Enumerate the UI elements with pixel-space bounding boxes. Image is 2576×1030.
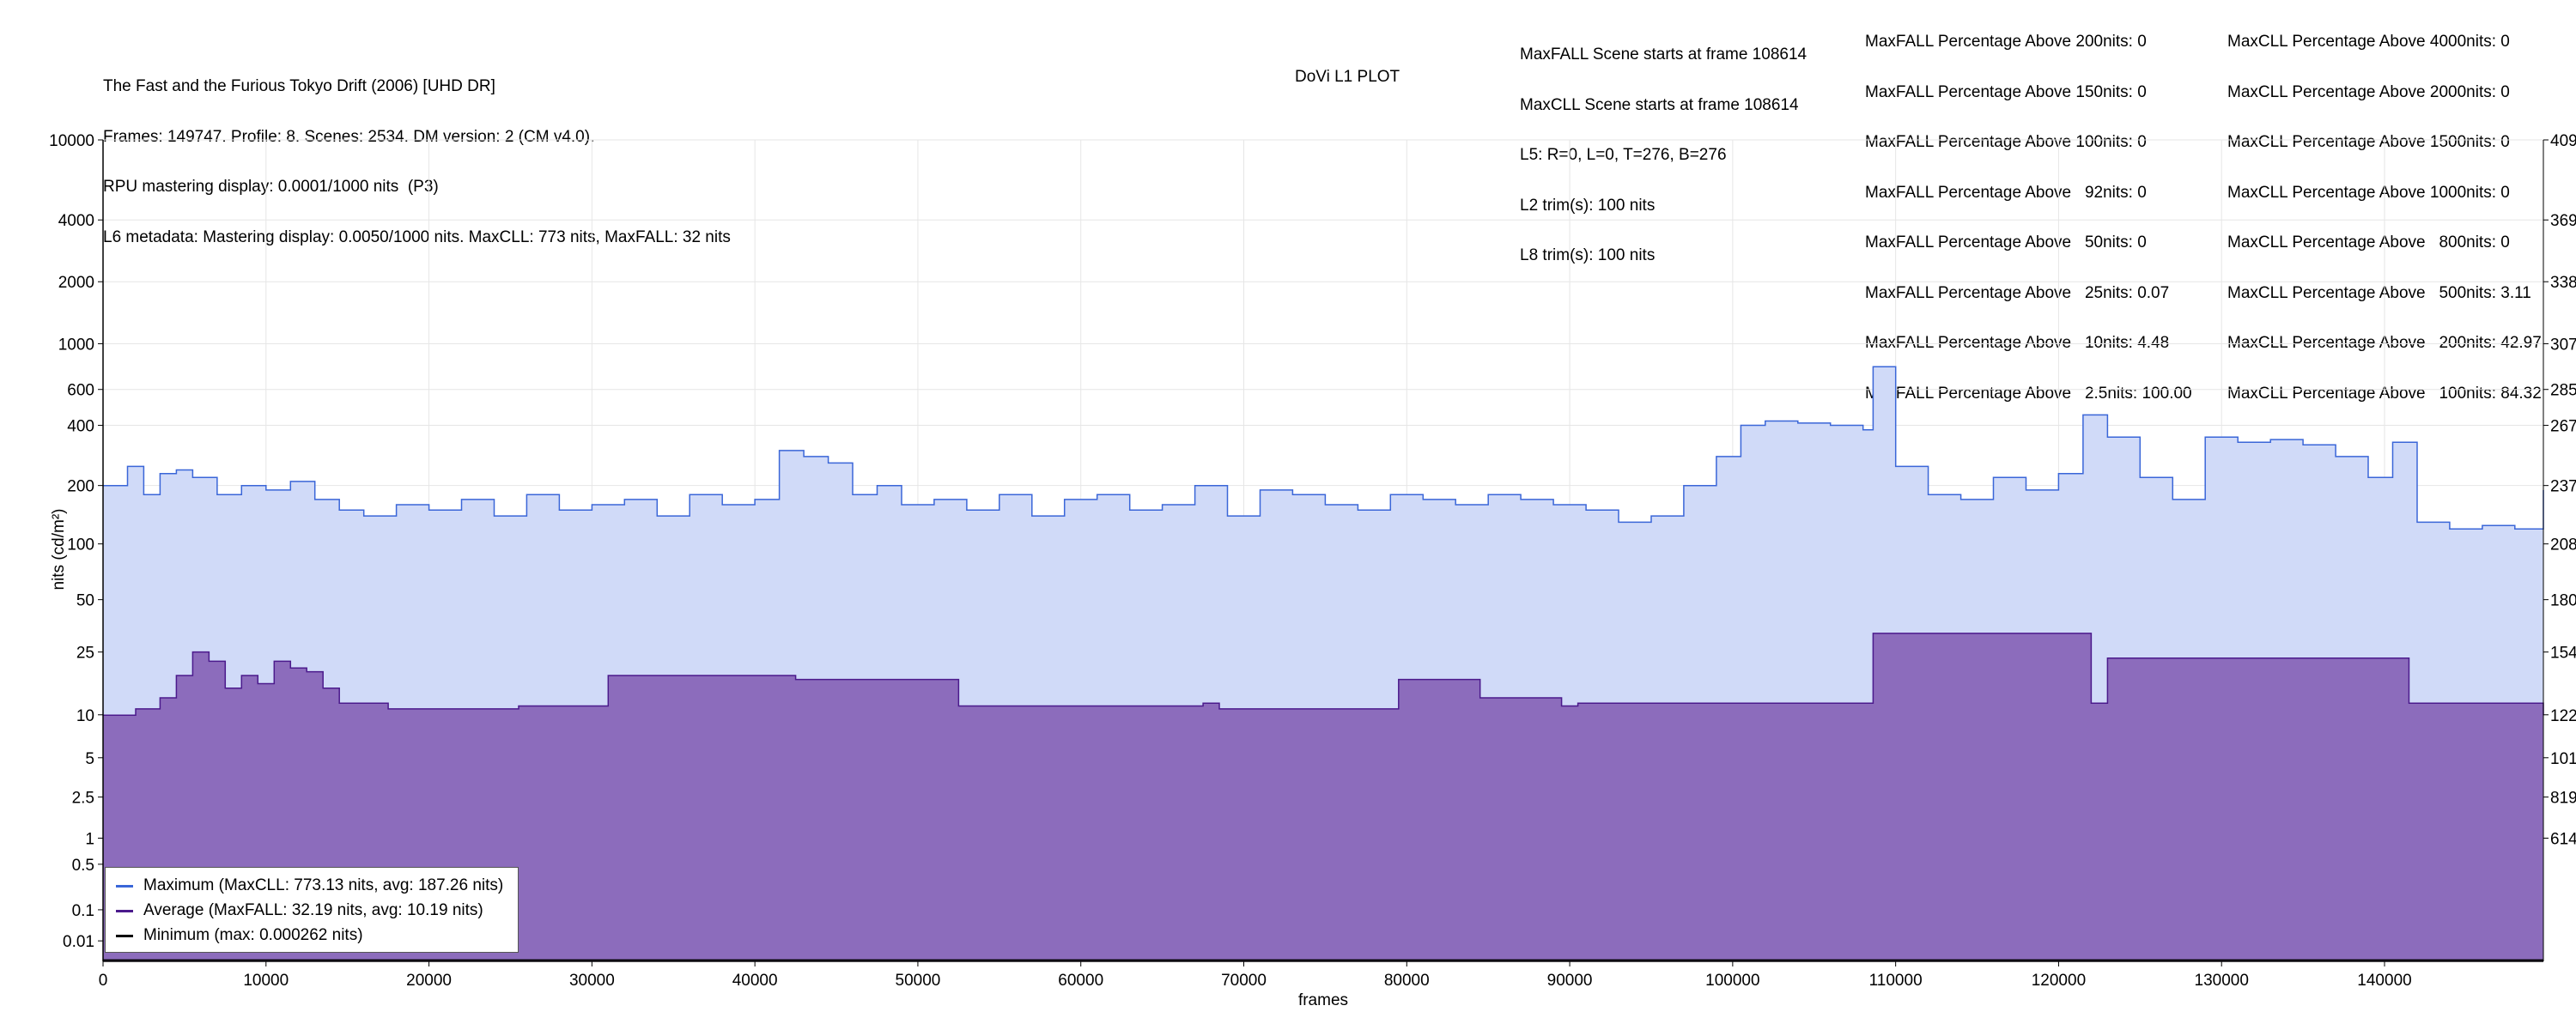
y-tick-label: 400: [67, 418, 94, 436]
header-info: The Fast and the Furious Tokyo Drift (20…: [103, 45, 731, 263]
maxfall-pct-line: MaxFALL Percentage Above 150nits: 0: [1865, 82, 2147, 101]
right-tick-label: 3388: [2550, 274, 2576, 292]
x-axis-ticks: 0 10000 20000 30000 40000 50000 60000 70000 8000…: [99, 961, 2412, 990]
legend-swatch: [116, 884, 133, 888]
y-tick-label: 0.1: [72, 902, 94, 920]
scene-info-line: L8 trim(s): 100 nits: [1520, 246, 1656, 264]
right-tick-label: 3079: [2550, 336, 2576, 354]
y-axis-label: nits (cd/m²): [50, 509, 68, 591]
x-tick-label: 0: [99, 972, 108, 990]
maxcll-pct-line: MaxCLL Percentage Above 200nits: 42.97: [2227, 334, 2542, 352]
legend-swatch: [116, 934, 133, 937]
y-tick-label: 600: [67, 382, 94, 400]
scene-info-line: L2 trim(s): 100 nits: [1520, 196, 1656, 215]
x-tick-label: 30000: [569, 972, 615, 990]
x-tick-label: 50000: [896, 972, 941, 990]
right-tick-label: 819: [2550, 790, 2576, 808]
y-tick-label: 4000: [58, 212, 94, 230]
maxfall-pct-line: MaxFALL Percentage Above 200nits: 0: [1865, 33, 2147, 51]
y-tick-label: 2.5: [72, 790, 94, 808]
series-average-area: [103, 633, 2543, 961]
x-tick-label: 40000: [732, 972, 778, 990]
maxfall-percentages: MaxFALL Percentage Above 200nits: 0 MaxF…: [1865, 0, 2192, 419]
legend-item-average: Average (MaxFALL: 32.19 nits, avg: 10.19…: [116, 900, 483, 922]
legend-label: Average (MaxFALL: 32.19 nits, avg: 10.19…: [143, 901, 483, 919]
x-tick-label: 80000: [1384, 972, 1430, 990]
y-tick-label: 200: [67, 478, 94, 496]
maxcll-pct-line: MaxCLL Percentage Above 4000nits: 0: [2227, 33, 2510, 51]
right-tick-label: 4095: [2550, 132, 2576, 150]
maxcll-pct-line: MaxCLL Percentage Above 1000nits: 0: [2227, 183, 2510, 202]
right-tick-label: 1015: [2550, 750, 2576, 768]
y-tick-label: 1: [85, 831, 94, 849]
maxfall-pct-line: MaxFALL Percentage Above 25nits: 0.07: [1865, 283, 2170, 302]
y-tick-label: 50: [76, 592, 94, 610]
legend-label: Maximum (MaxCLL: 773.13 nits, avg: 187.2…: [143, 876, 504, 894]
maxfall-pct-line: MaxFALL Percentage Above 92nits: 0: [1865, 183, 2147, 202]
maxcll-pct-line: MaxCLL Percentage Above 1500nits: 0: [2227, 133, 2510, 151]
x-tick-label: 70000: [1221, 972, 1267, 990]
maxcll-pct-line: MaxCLL Percentage Above 2000nits: 0: [2227, 82, 2510, 101]
maxcll-pct-line: MaxCLL Percentage Above 800nits: 0: [2227, 233, 2510, 251]
plot-title: DoVi L1 PLOT: [1295, 68, 1400, 86]
y-tick-label: 0.5: [72, 857, 94, 875]
x-tick-label: 140000: [2357, 972, 2411, 990]
y-tick-label: 25: [76, 645, 94, 663]
legend-item-minimum: Minimum (max: 0.000262 nits): [116, 924, 363, 947]
series-average-line: [103, 633, 2544, 716]
header-frames-line: Frames: 149747. Profile: 8. Scenes: 2534…: [103, 127, 595, 146]
x-tick-label: 60000: [1058, 972, 1103, 990]
x-tick-label: 120000: [2032, 972, 2086, 990]
header-title-line: The Fast and the Furious Tokyo Drift (20…: [103, 77, 495, 95]
y-tick-label: 2000: [58, 274, 94, 292]
x-tick-label: 10000: [243, 972, 289, 990]
y-axis-ticks: 10000 4000 2000 1000 600 400 200 100 50 25 10 5 2.5 1…: [49, 132, 103, 951]
x-axis-label: frames: [1298, 991, 1348, 1009]
series-areas: [103, 366, 2544, 961]
x-tick-label: 20000: [406, 972, 452, 990]
right-tick-label: 2851: [2550, 382, 2576, 400]
y-tick-label: 10000: [49, 132, 94, 150]
x-tick-label: 100000: [1705, 972, 1759, 990]
maxcll-pct-line: MaxCLL Percentage Above 500nits: 3.11: [2227, 283, 2531, 302]
series-maximum-line: [103, 366, 2544, 530]
legend: Maximum (MaxCLL: 773.13 nits, avg: 187.2…: [105, 867, 519, 953]
x-tick-label: 130000: [2195, 972, 2249, 990]
y-tick-label: 10: [76, 707, 94, 725]
legend-swatch: [116, 909, 133, 912]
axes: [102, 140, 2544, 962]
scene-info: MaxFALL Scene starts at frame 108614 Max…: [1520, 13, 1807, 281]
legend-label: Minimum (max: 0.000262 nits): [143, 926, 363, 944]
x-tick-label: 110000: [1869, 972, 1923, 990]
right-tick-label: 1803: [2550, 592, 2576, 610]
header-l6-line: L6 metadata: Mastering display: 0.0050/1…: [103, 227, 731, 246]
y-tick-label: 1000: [58, 336, 94, 354]
header-rpu-line: RPU mastering display: 0.0001/1000 nits …: [103, 178, 439, 196]
maxfall-pct-line: MaxFALL Percentage Above 100nits: 0: [1865, 133, 2147, 151]
right-tick-label: 1229: [2550, 707, 2576, 725]
right-tick-label: 3696: [2550, 212, 2576, 230]
scene-info-line: MaxCLL Scene starts at frame 108614: [1520, 95, 1799, 114]
maxfall-pct-line: MaxFALL Percentage Above 50nits: 0: [1865, 233, 2147, 251]
y-tick-label: 5: [85, 750, 94, 768]
right-tick-label: 614: [2550, 831, 2576, 849]
scene-info-line: MaxFALL Scene starts at frame 108614: [1520, 45, 1807, 64]
scene-info-line: L5: R=0, L=0, T=276, B=276: [1520, 146, 1727, 164]
legend-item-maximum: Maximum (MaxCLL: 773.13 nits, avg: 187.2…: [116, 875, 503, 897]
maxfall-pct-line: MaxFALL Percentage Above 10nits: 4.48: [1865, 334, 2170, 352]
y-tick-label: 0.01: [63, 933, 94, 951]
y-tick-label: 100: [67, 536, 94, 554]
right-tick-label: 1542: [2550, 645, 2576, 663]
x-tick-label: 90000: [1547, 972, 1593, 990]
